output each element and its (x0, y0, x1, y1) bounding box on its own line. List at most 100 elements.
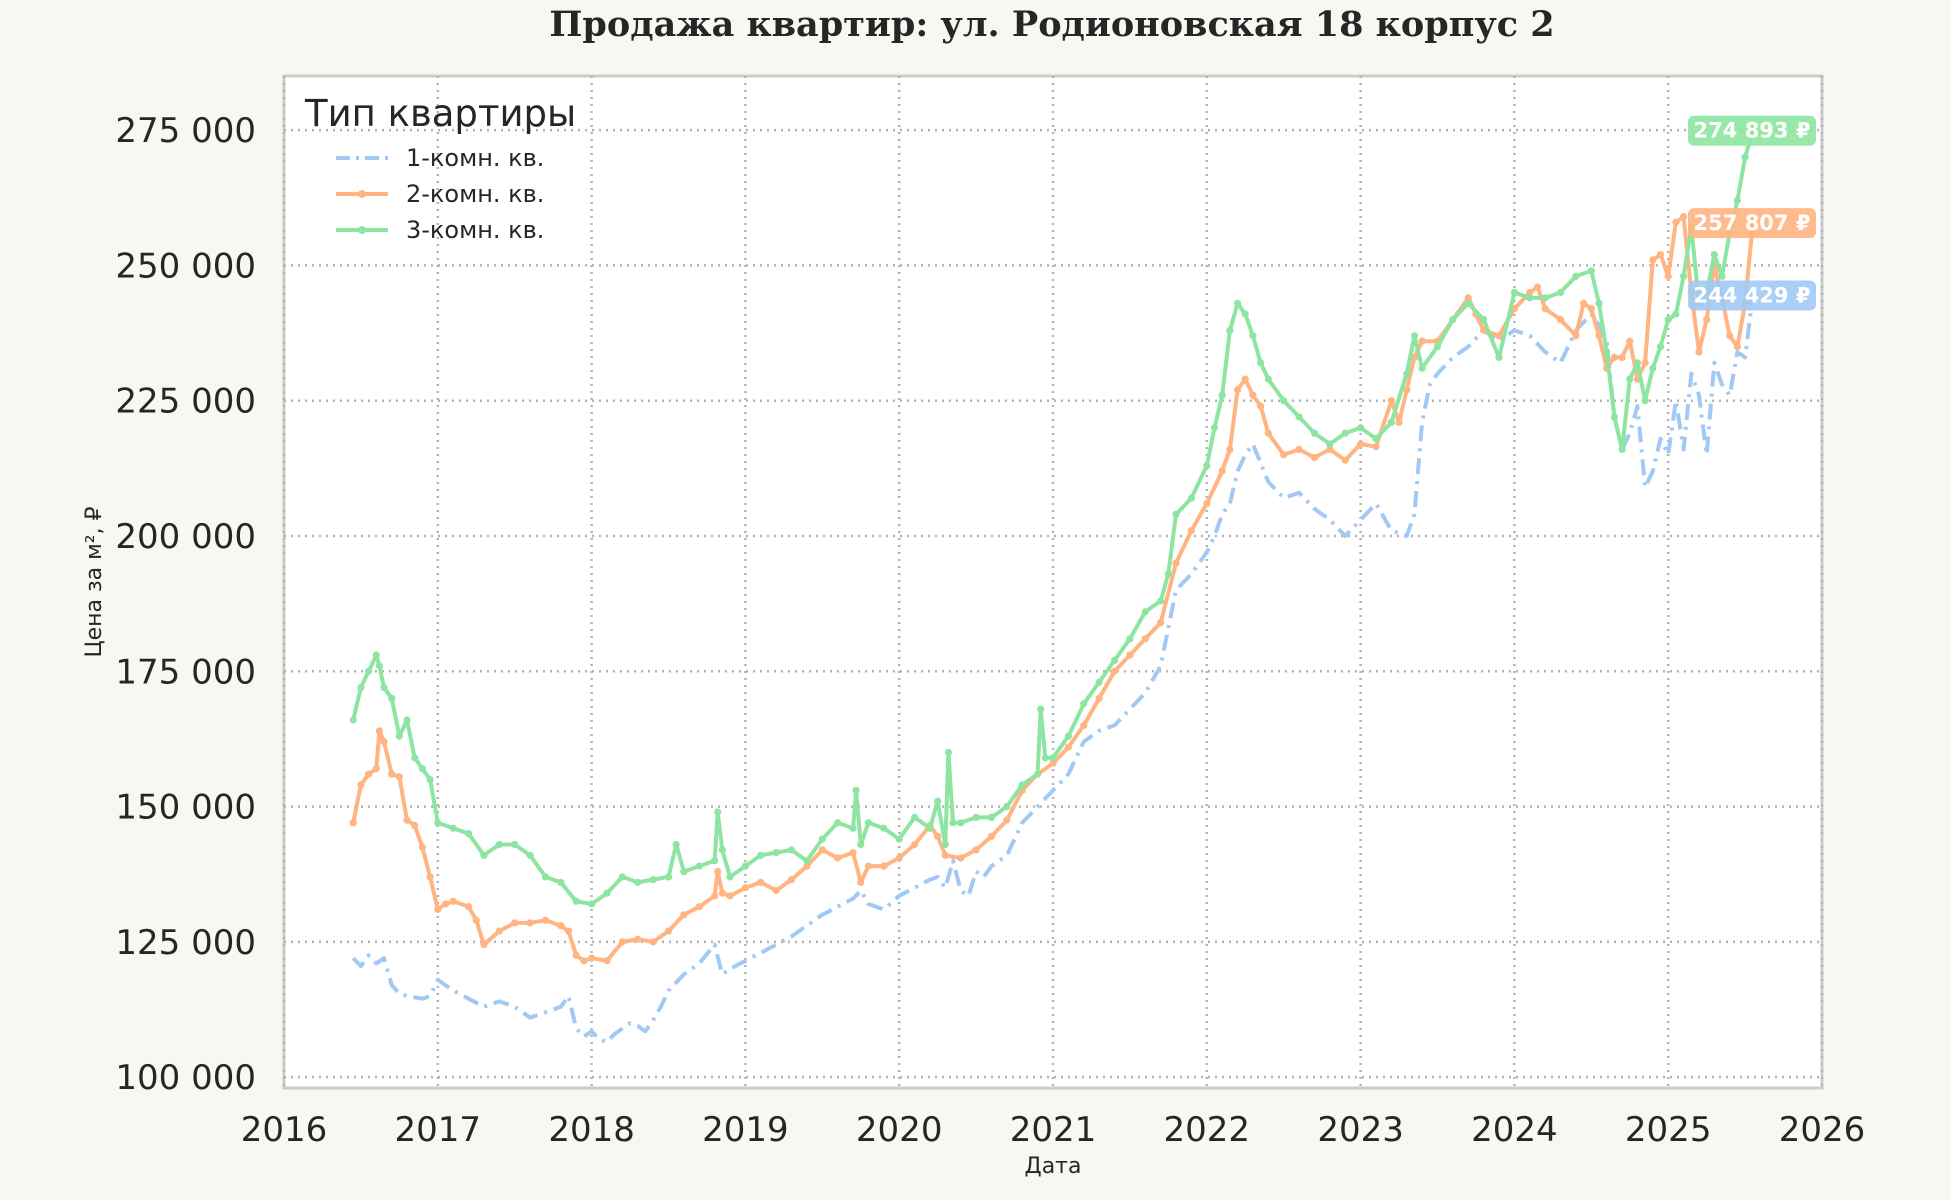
data-point (618, 938, 626, 946)
data-point (349, 716, 357, 724)
data-point (1587, 267, 1595, 275)
data-point (711, 892, 719, 900)
data-point (895, 835, 903, 843)
x-tick-label: 2022 (1164, 1110, 1251, 1150)
data-point (511, 840, 519, 849)
data-point (972, 846, 980, 854)
data-point (1664, 315, 1672, 324)
y-tick-label: 200 000 (115, 517, 256, 557)
data-point (1656, 342, 1665, 351)
data-point (1633, 359, 1642, 367)
data-point (1110, 667, 1119, 675)
data-point (695, 903, 703, 911)
data-point (1341, 456, 1349, 464)
data-point (464, 830, 473, 838)
end-label-text: 257 807 ₽ (1694, 211, 1811, 235)
data-point (1695, 348, 1703, 356)
y-tick-label: 275 000 (115, 111, 256, 151)
data-point (664, 873, 673, 881)
data-point (1357, 440, 1365, 448)
data-point (864, 819, 873, 827)
data-point (1203, 462, 1211, 470)
data-point (372, 765, 380, 773)
data-point (418, 765, 427, 773)
data-point (1218, 391, 1226, 399)
legend-label: 3-комн. кв. (406, 216, 544, 244)
data-point (495, 927, 503, 935)
data-point (1733, 196, 1742, 205)
data-point (1157, 597, 1165, 605)
data-point (472, 916, 480, 924)
data-point (1241, 375, 1249, 383)
data-point (1326, 440, 1334, 448)
data-point (1618, 353, 1626, 362)
data-point (972, 813, 980, 822)
data-point (411, 821, 419, 830)
y-tick-label: 225 000 (115, 382, 256, 422)
data-point (987, 813, 996, 822)
data-point (1172, 510, 1180, 518)
data-point (910, 813, 919, 822)
data-point (1649, 364, 1657, 372)
data-point (1710, 250, 1718, 259)
data-point (941, 840, 949, 849)
series-lines (349, 127, 1757, 1044)
data-point (834, 819, 842, 827)
data-point (449, 897, 457, 905)
data-point (634, 878, 642, 886)
data-point (1064, 732, 1072, 740)
data-point (1003, 802, 1011, 811)
x-tick-label: 2018 (548, 1110, 635, 1150)
data-point (1464, 299, 1472, 307)
data-point (1541, 305, 1549, 313)
data-point (434, 819, 442, 827)
legend-marker (358, 190, 366, 198)
data-point (1310, 453, 1319, 462)
data-point (357, 781, 365, 789)
data-point (803, 857, 811, 865)
data-point (1610, 353, 1618, 362)
data-point (1095, 678, 1103, 686)
legend-item: 3-комн. кв. (336, 216, 544, 244)
data-point (395, 732, 403, 740)
end-value-labels: 244 429 ₽ 257 807 ₽ 274 893 ₽ (1688, 115, 1816, 311)
data-point (572, 897, 580, 905)
data-point (857, 840, 865, 849)
data-point (380, 738, 388, 746)
end-label-text: 244 429 ₽ (1694, 284, 1811, 308)
data-point (364, 667, 373, 675)
data-point (1480, 315, 1488, 324)
data-point (649, 876, 657, 884)
data-point (1187, 494, 1196, 502)
data-point (1649, 256, 1657, 264)
data-point (603, 957, 611, 965)
data-point (1418, 364, 1426, 372)
data-point (480, 940, 488, 949)
data-point (480, 851, 488, 859)
data-point (1618, 445, 1626, 454)
data-point (1679, 272, 1688, 280)
data-point (834, 854, 842, 862)
data-point (588, 900, 596, 908)
data-point (787, 876, 796, 884)
data-point (380, 683, 388, 692)
data-point (1403, 370, 1411, 378)
data-point (375, 727, 383, 735)
data-point (434, 905, 442, 914)
data-point (1249, 332, 1257, 340)
data-point (1341, 429, 1349, 437)
data-point (1187, 526, 1196, 535)
data-point (541, 916, 550, 924)
data-point (1064, 743, 1072, 751)
legend-title: Тип квартиры (304, 92, 576, 135)
data-point (757, 878, 765, 886)
data-point (1257, 359, 1265, 367)
data-point (949, 819, 957, 827)
data-point (1080, 721, 1088, 730)
data-point (910, 840, 919, 849)
data-point (1126, 635, 1134, 643)
data-point (1610, 413, 1618, 421)
data-point (1603, 348, 1611, 356)
data-point (680, 911, 688, 919)
